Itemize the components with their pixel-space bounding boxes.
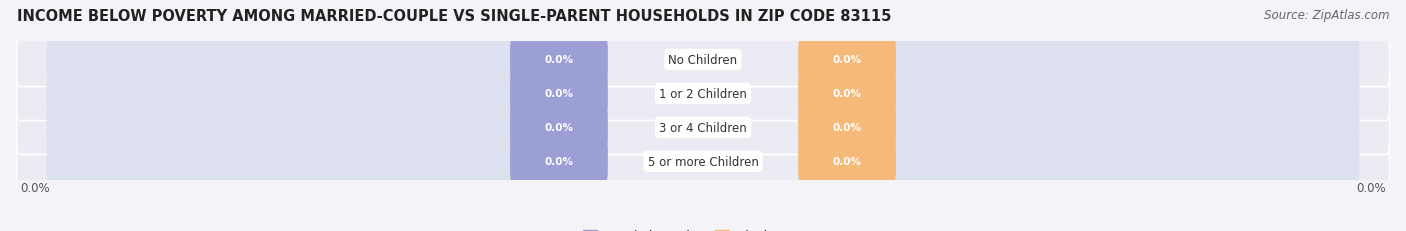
Text: 1 or 2 Children: 1 or 2 Children [659, 88, 747, 100]
Text: 0.0%: 0.0% [544, 157, 574, 167]
FancyBboxPatch shape [46, 36, 607, 84]
Text: 0.0%: 0.0% [544, 55, 574, 65]
Text: 0.0%: 0.0% [20, 181, 51, 194]
FancyBboxPatch shape [799, 70, 1360, 118]
FancyBboxPatch shape [17, 101, 1389, 155]
Text: 3 or 4 Children: 3 or 4 Children [659, 121, 747, 134]
Text: INCOME BELOW POVERTY AMONG MARRIED-COUPLE VS SINGLE-PARENT HOUSEHOLDS IN ZIP COD: INCOME BELOW POVERTY AMONG MARRIED-COUPL… [17, 9, 891, 24]
Text: Source: ZipAtlas.com: Source: ZipAtlas.com [1264, 9, 1389, 22]
FancyBboxPatch shape [510, 104, 607, 152]
FancyBboxPatch shape [17, 134, 1389, 189]
Text: 0.0%: 0.0% [1355, 181, 1386, 194]
Text: 5 or more Children: 5 or more Children [648, 155, 758, 168]
FancyBboxPatch shape [799, 70, 896, 118]
FancyBboxPatch shape [17, 33, 1389, 87]
FancyBboxPatch shape [510, 36, 607, 84]
Legend: Married Couples, Single Parents: Married Couples, Single Parents [579, 224, 827, 231]
Text: 0.0%: 0.0% [832, 123, 862, 133]
Text: 0.0%: 0.0% [832, 55, 862, 65]
FancyBboxPatch shape [799, 138, 896, 185]
FancyBboxPatch shape [510, 138, 607, 185]
Text: 0.0%: 0.0% [544, 89, 574, 99]
Text: 0.0%: 0.0% [832, 157, 862, 167]
FancyBboxPatch shape [46, 70, 607, 118]
FancyBboxPatch shape [46, 104, 607, 152]
FancyBboxPatch shape [46, 138, 607, 185]
FancyBboxPatch shape [799, 36, 896, 84]
FancyBboxPatch shape [510, 70, 607, 118]
Text: 0.0%: 0.0% [544, 123, 574, 133]
FancyBboxPatch shape [799, 104, 896, 152]
FancyBboxPatch shape [799, 138, 1360, 185]
FancyBboxPatch shape [17, 67, 1389, 121]
FancyBboxPatch shape [799, 104, 1360, 152]
FancyBboxPatch shape [799, 36, 1360, 84]
Text: No Children: No Children [668, 54, 738, 67]
Text: 0.0%: 0.0% [832, 89, 862, 99]
